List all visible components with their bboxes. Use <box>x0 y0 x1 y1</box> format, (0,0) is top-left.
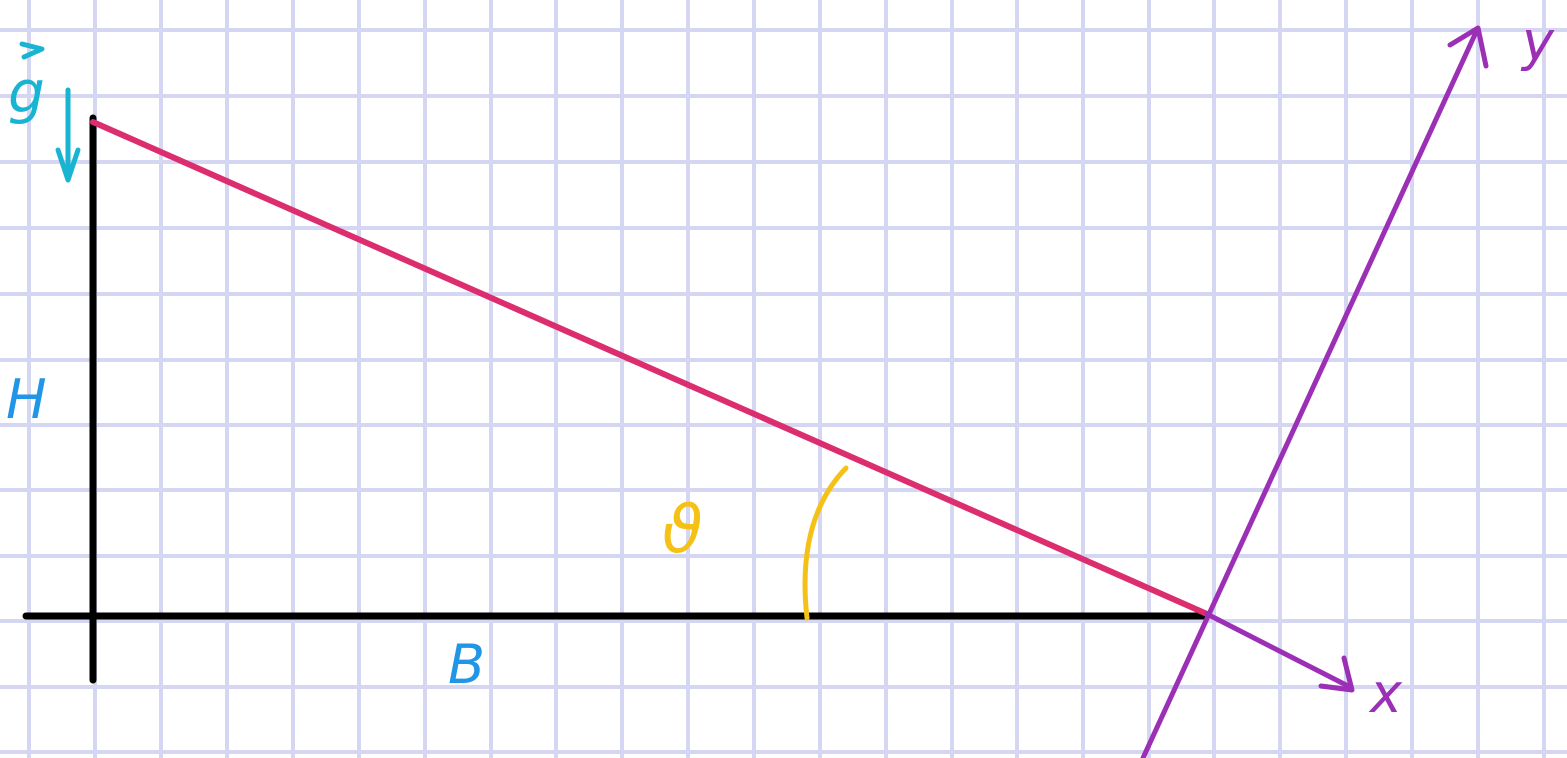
y-axis <box>1140 27 1480 758</box>
gravity-vector <box>19 41 81 183</box>
x-axis-label: x <box>1368 662 1403 725</box>
gravity-vector-mark-icon <box>19 41 45 60</box>
gravity-arrowhead-icon <box>55 147 81 183</box>
hypotenuse-incline <box>90 119 1210 617</box>
angle-arc <box>802 465 849 621</box>
gravity-label: g <box>8 58 45 126</box>
x-axis-arrowhead-icon <box>1318 655 1355 693</box>
height-label: H <box>6 368 47 431</box>
x-axis <box>1204 611 1353 690</box>
base-label: B <box>448 633 485 696</box>
y-axis-label: y <box>1520 10 1555 73</box>
y-axis-arrowhead-icon <box>1447 25 1489 69</box>
angle-label: ϑ <box>662 491 703 568</box>
rotated-axes <box>1140 25 1489 758</box>
